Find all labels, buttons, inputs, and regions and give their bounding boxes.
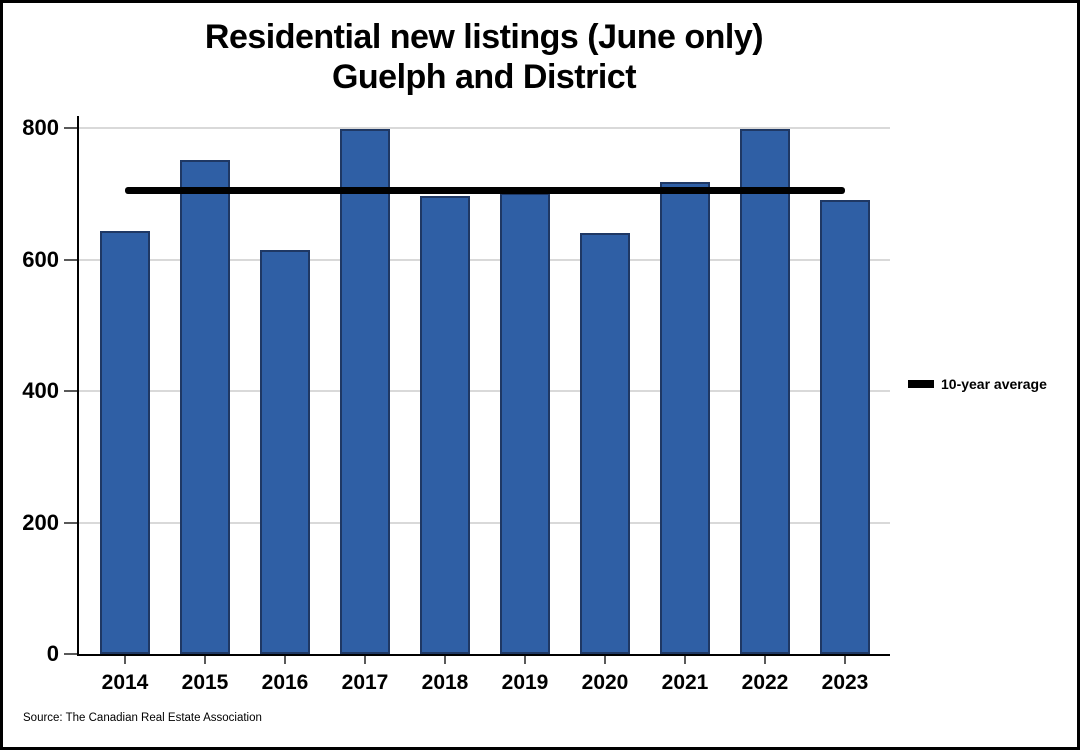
x-tick-2018	[444, 656, 446, 664]
bar-2021	[660, 181, 710, 654]
x-tick-2015	[204, 656, 206, 664]
x-axis-line	[77, 654, 890, 656]
x-tick-2014	[124, 656, 126, 664]
x-tick-2016	[284, 656, 286, 664]
y-tick-0	[64, 653, 77, 655]
y-tick-label-800: 800	[22, 115, 59, 140]
legend-label: 10-year average	[941, 376, 1047, 392]
bar-2016	[260, 250, 310, 654]
x-axis-label-2018: 2018	[421, 671, 469, 694]
y-tick-label-0: 0	[46, 641, 59, 666]
gridline-600	[77, 258, 890, 261]
y-tick-200	[64, 521, 77, 524]
bar-2023	[820, 200, 870, 654]
bar-2017	[340, 129, 390, 654]
average-line-legend-swatch-icon	[908, 380, 934, 388]
legend: 10-year average	[908, 373, 1077, 395]
chart-title-line1: Residential new listings (June only)	[204, 18, 764, 56]
x-tick-2023	[844, 656, 846, 664]
y-tick-800	[64, 127, 77, 129]
plot-area: 0 200 400 600 800 2014 2015 2016 2017 2018 2019 202…	[3, 3, 1077, 747]
gridline-400	[77, 390, 890, 392]
bar-2020	[580, 233, 630, 654]
average-line	[125, 186, 845, 194]
y-tick-400	[64, 390, 77, 392]
x-tick-2019	[524, 656, 526, 664]
bar-2015	[180, 160, 230, 654]
x-tick-2017	[364, 656, 366, 664]
chart-title: Residential new listings (June only) Gue…	[3, 17, 965, 97]
bar-2019	[500, 193, 550, 654]
source-note: Source: The Canadian Real Estate Associa…	[23, 712, 262, 724]
y-tick-600	[64, 258, 77, 261]
x-tick-2020	[604, 656, 606, 664]
gridline-800	[77, 127, 890, 129]
x-axis-label-2022: 2022	[741, 671, 789, 694]
gridline-200	[77, 521, 890, 524]
bar-2018	[420, 196, 470, 654]
y-axis-line	[77, 116, 79, 656]
x-tick-2021	[684, 656, 686, 664]
y-tick-label-400: 400	[22, 378, 59, 403]
x-axis-label-2017: 2017	[341, 671, 389, 694]
bar-2022	[740, 128, 790, 654]
x-axis-label-2019: 2019	[501, 671, 549, 694]
x-axis-label-2014: 2014	[101, 671, 149, 694]
x-axis-label-2023: 2023	[821, 671, 869, 694]
bar-2014	[100, 231, 150, 654]
y-tick-label-600: 600	[22, 246, 59, 272]
x-axis-label-2020: 2020	[581, 671, 629, 694]
y-tick-label-200: 200	[22, 509, 59, 535]
chart-title-line2: Guelph and District	[331, 58, 637, 96]
x-axis-label-2015: 2015	[181, 671, 229, 694]
x-tick-2022	[764, 656, 766, 664]
x-axis-label-2021: 2021	[661, 671, 709, 694]
x-axis-label-2016: 2016	[261, 671, 309, 694]
